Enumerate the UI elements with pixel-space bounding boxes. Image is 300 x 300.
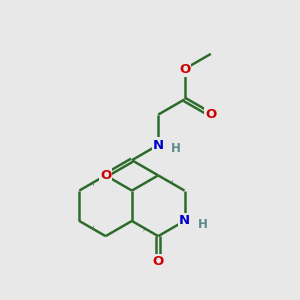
Text: O: O	[205, 108, 216, 121]
Text: N: N	[179, 214, 190, 227]
Text: H: H	[197, 218, 207, 231]
Text: O: O	[153, 256, 164, 268]
Text: O: O	[100, 169, 111, 182]
Text: N: N	[153, 139, 164, 152]
Text: H: H	[171, 142, 181, 155]
Text: O: O	[179, 63, 190, 76]
